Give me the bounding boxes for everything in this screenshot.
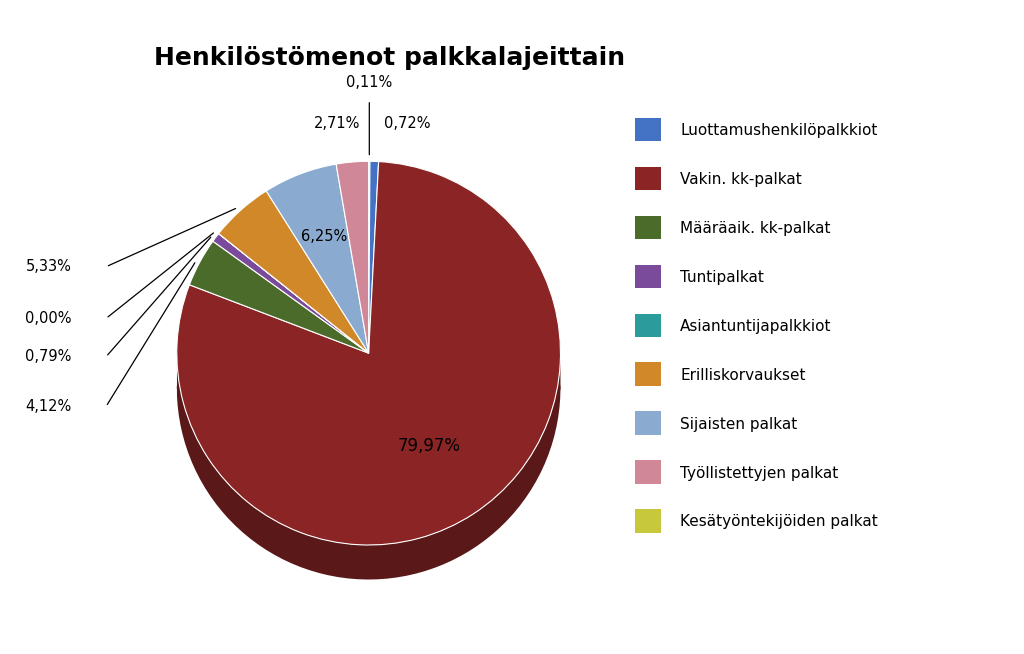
FancyBboxPatch shape — [635, 313, 662, 337]
Wedge shape — [369, 162, 379, 353]
Text: 0,72%: 0,72% — [384, 116, 431, 131]
FancyBboxPatch shape — [635, 167, 662, 190]
Text: Vakin. kk-palkat: Vakin. kk-palkat — [680, 172, 802, 187]
Wedge shape — [218, 191, 369, 353]
Text: Työllistettyjen palkat: Työllistettyjen palkat — [680, 466, 839, 481]
Text: Määräaik. kk-palkat: Määräaik. kk-palkat — [680, 221, 830, 236]
Text: 0,79%: 0,79% — [25, 349, 72, 364]
Text: Asiantuntijapalkkiot: Asiantuntijapalkkiot — [680, 319, 831, 334]
Text: Tuntipalkat: Tuntipalkat — [680, 270, 764, 285]
Text: 6,25%: 6,25% — [301, 230, 347, 244]
Wedge shape — [369, 162, 370, 353]
Wedge shape — [336, 162, 369, 353]
FancyBboxPatch shape — [635, 216, 662, 239]
Text: 0,00%: 0,00% — [25, 311, 72, 326]
FancyBboxPatch shape — [635, 265, 662, 288]
Wedge shape — [266, 164, 369, 353]
Wedge shape — [218, 233, 369, 353]
Wedge shape — [213, 233, 369, 353]
FancyBboxPatch shape — [635, 411, 662, 435]
Wedge shape — [189, 241, 369, 353]
Ellipse shape — [177, 339, 560, 436]
FancyBboxPatch shape — [635, 509, 662, 532]
Text: Luottamushenkilöpalkkiot: Luottamushenkilöpalkkiot — [680, 124, 878, 138]
Text: Erilliskorvaukset: Erilliskorvaukset — [680, 368, 806, 383]
Text: Kesätyöntekijöiden palkat: Kesätyöntekijöiden palkat — [680, 515, 879, 529]
Text: 4,12%: 4,12% — [25, 400, 72, 415]
FancyBboxPatch shape — [635, 118, 662, 141]
Text: 5,33%: 5,33% — [26, 260, 72, 274]
Text: Henkilöstömenot palkkalajeittain: Henkilöstömenot palkkalajeittain — [154, 46, 625, 70]
Text: 2,71%: 2,71% — [313, 116, 359, 131]
Wedge shape — [177, 162, 560, 545]
Text: Sijaisten palkat: Sijaisten palkat — [680, 417, 798, 432]
FancyBboxPatch shape — [635, 362, 662, 386]
FancyBboxPatch shape — [635, 460, 662, 484]
Text: 79,97%: 79,97% — [398, 438, 461, 455]
Polygon shape — [177, 354, 560, 579]
Text: 0,11%: 0,11% — [346, 75, 392, 90]
